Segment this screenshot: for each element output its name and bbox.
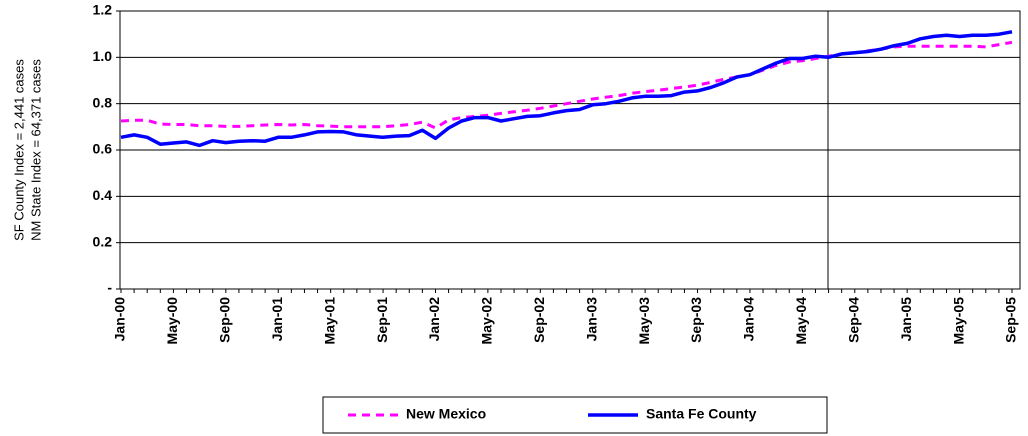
- x-tick-label: May-04: [793, 297, 809, 345]
- y-tick-label: 0.4: [93, 187, 113, 203]
- y-tick-label: 0.2: [93, 233, 113, 249]
- x-tick-label: Jan-05: [898, 297, 914, 342]
- series-line: [120, 30, 1013, 148]
- x-tick-label: May-02: [479, 297, 495, 345]
- legend-label: Santa Fe County: [646, 406, 757, 422]
- series-line: [120, 40, 1013, 130]
- x-tick-label: Jan-04: [741, 297, 757, 342]
- x-tick-label: May-00: [164, 297, 180, 345]
- x-tick-label: Jan-02: [426, 297, 442, 342]
- x-tick-label: Sep-03: [688, 297, 704, 343]
- y-tick-label: 0.8: [93, 94, 113, 110]
- x-tick-label: Sep-01: [374, 297, 390, 343]
- legend-box: [322, 396, 828, 434]
- y-tick-label: -: [107, 280, 112, 296]
- y-axis-label: SF County Index = 2,441 cases: [11, 59, 26, 241]
- y-axis-label: NM State Index = 64,371 cases: [28, 59, 43, 241]
- y-tick-label: 0.6: [93, 141, 113, 157]
- legend-label: New Mexico: [406, 406, 486, 422]
- x-tick-label: Jan-01: [269, 297, 285, 342]
- x-tick-label: Jan-03: [583, 297, 599, 342]
- x-tick-label: May-03: [636, 297, 652, 345]
- x-tick-label: Sep-02: [531, 297, 547, 343]
- x-tick-label: Sep-04: [845, 297, 861, 343]
- x-tick-label: Jan-00: [112, 297, 128, 342]
- y-tick-label: 1.2: [93, 2, 113, 18]
- x-tick-label: May-05: [950, 297, 966, 345]
- x-tick-label: Sep-05: [1003, 297, 1019, 343]
- x-tick-label: Sep-00: [217, 297, 233, 343]
- y-tick-label: 1.0: [93, 48, 113, 64]
- x-tick-label: May-01: [321, 297, 337, 345]
